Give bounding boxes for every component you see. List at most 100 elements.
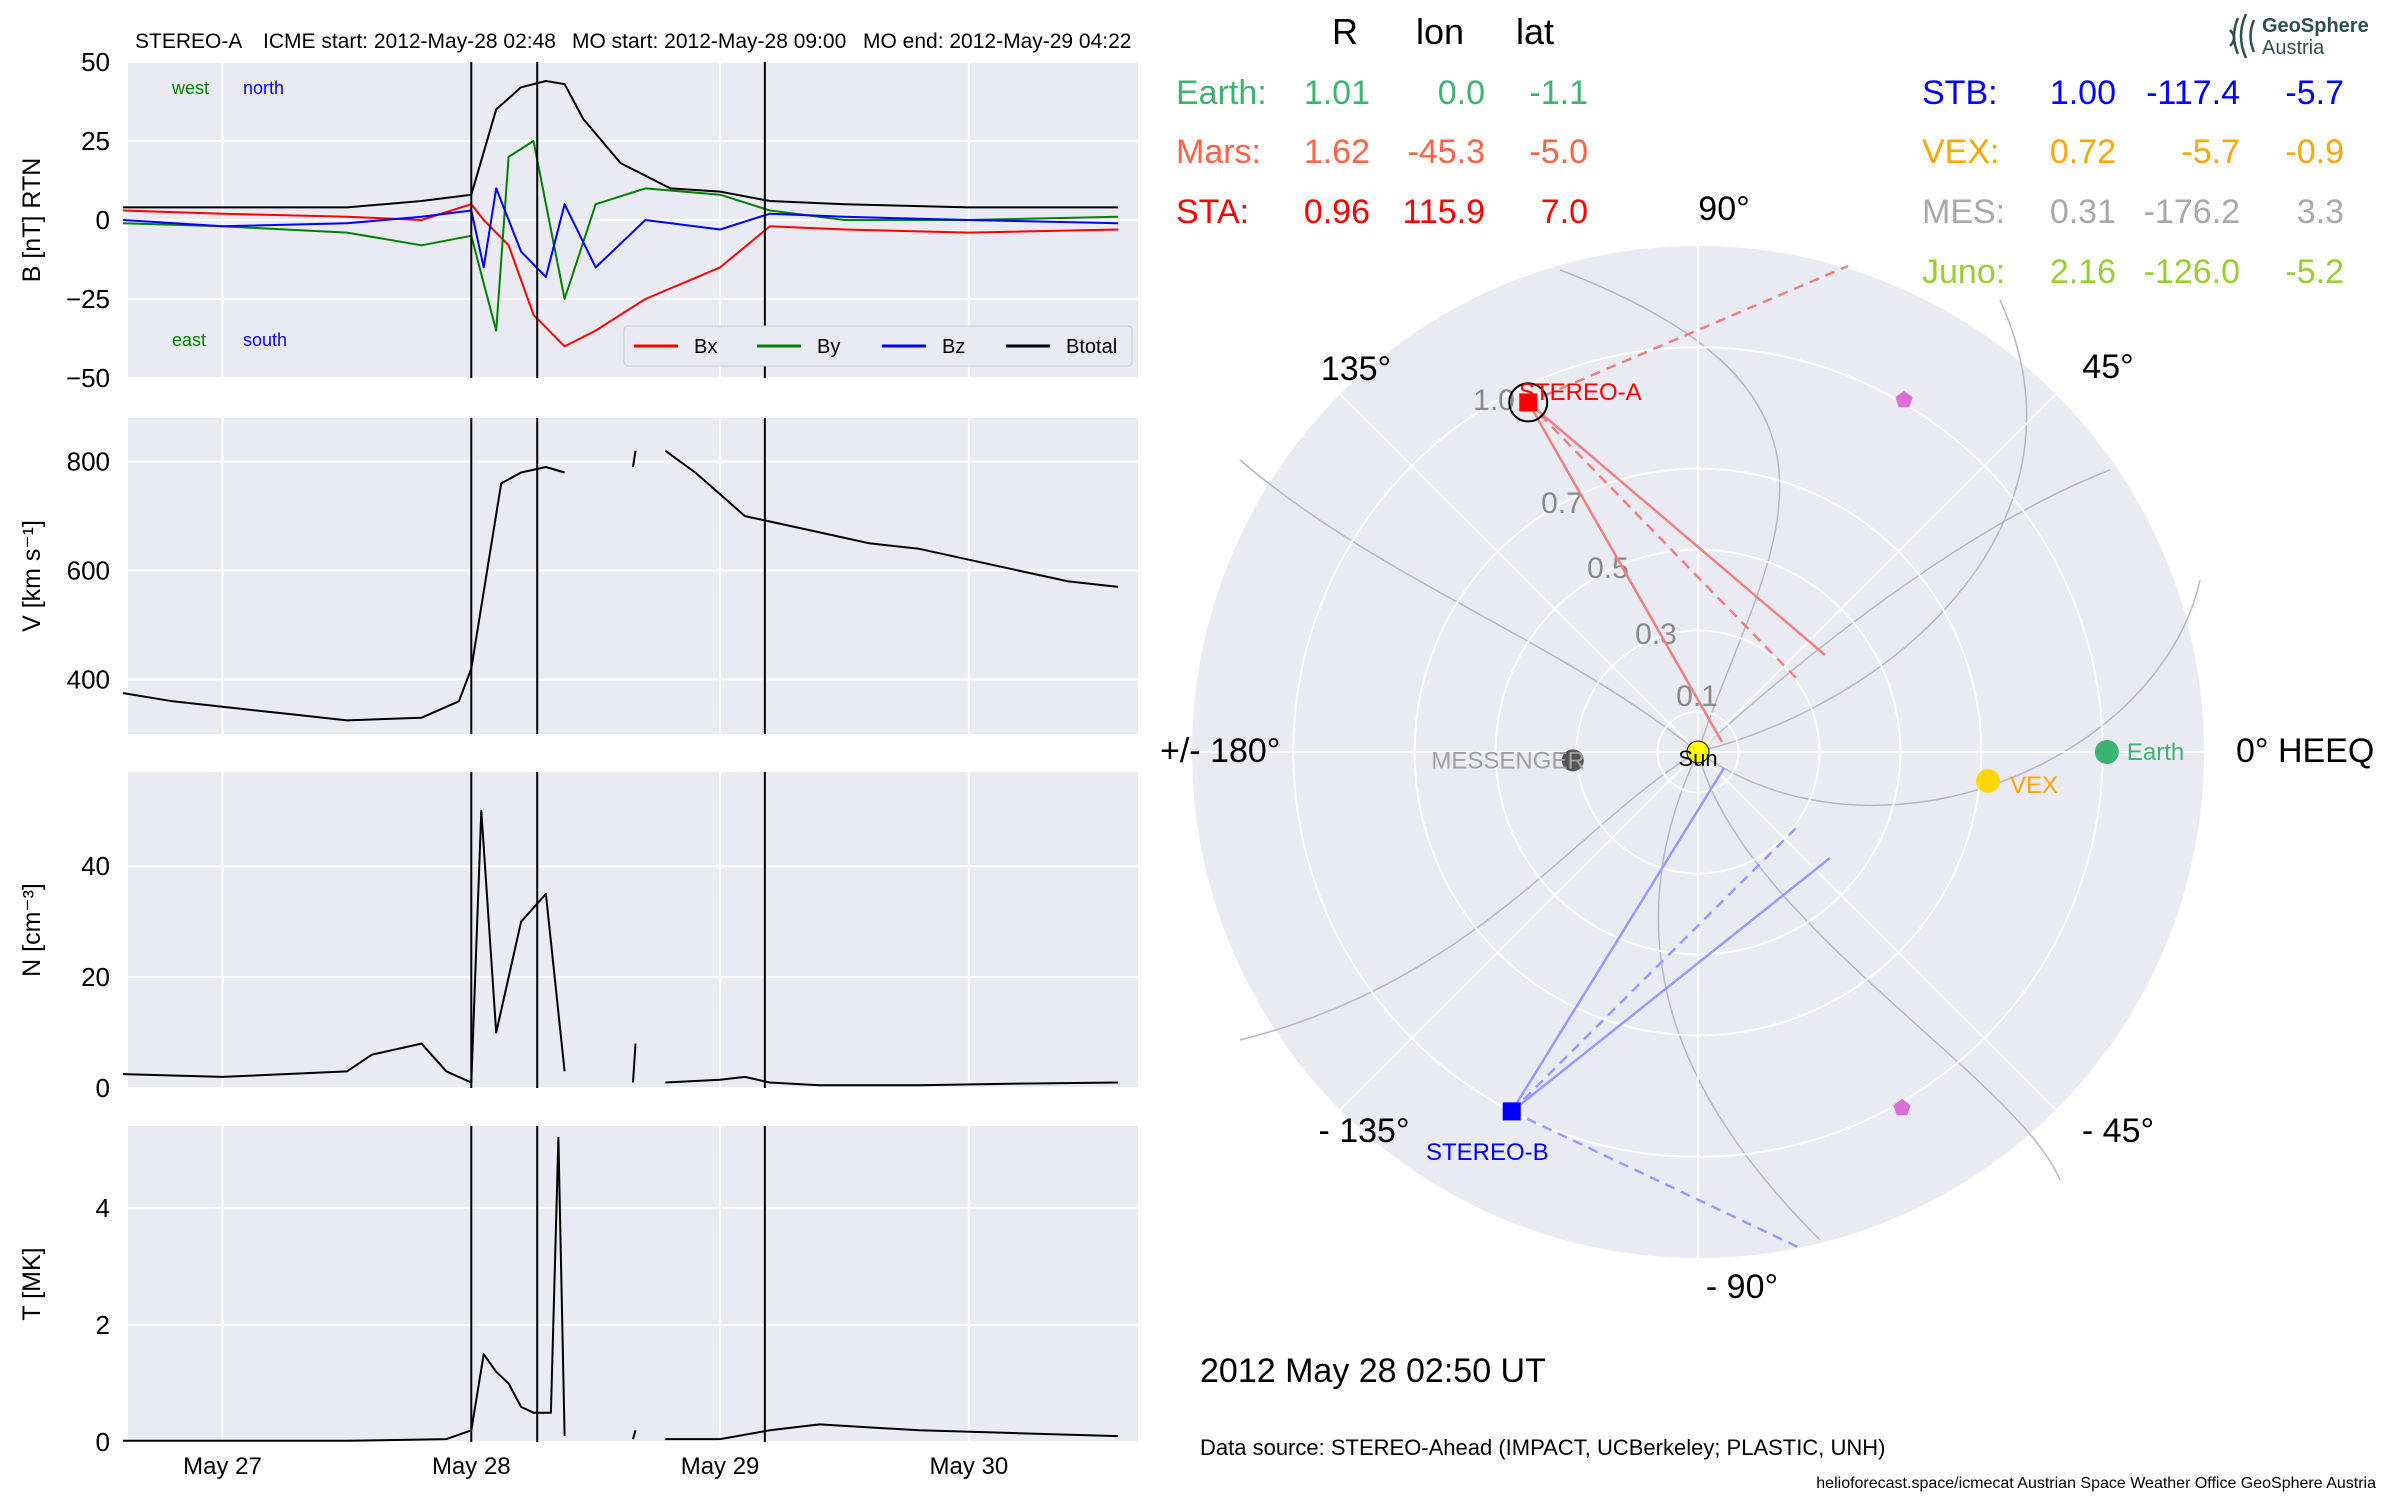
radial-tick-label: 0.3 (1635, 618, 1677, 651)
position-row: STB: 1.00 -117.4 -5.7 (1922, 74, 2344, 112)
lat-value: 3.3 (2297, 193, 2344, 231)
y-tick-label: −50 (66, 363, 110, 393)
object-name: STA: (1176, 193, 1249, 231)
y-tick-label: 40 (81, 851, 110, 881)
x-tick-label: May 27 (183, 1453, 262, 1480)
lon-value: 115.9 (1402, 193, 1485, 231)
geosphere-logo: GeoSphere Austria (2229, 13, 2369, 59)
west-label: west (171, 78, 209, 98)
lon-value: -176.2 (2144, 193, 2240, 231)
series-line-1 (122, 809, 566, 1084)
fov-line-dashed (1527, 401, 1799, 681)
object-name: Mars: (1176, 133, 1261, 171)
series-line-bz (122, 187, 1119, 278)
y-tick-label: 25 (81, 126, 110, 156)
series-line-1 (122, 466, 565, 722)
fov-line-dashed (1511, 1110, 1801, 1250)
stereo-b-label: STEREO-B (1426, 1139, 1549, 1166)
stereo-a-marker (1519, 393, 1538, 412)
fov-line (1527, 401, 1826, 656)
r-value: 1.00 (2050, 74, 2116, 112)
lon-value: -126.0 (2144, 253, 2240, 291)
position-row: Earth: 1.01 0.0 -1.1 (1176, 74, 1588, 112)
object-name: MES: (1922, 193, 2005, 231)
y-axis-label: B [nT] RTN (18, 158, 46, 283)
angle-label: 135° (1321, 350, 1391, 388)
table-header-lon: lon (1416, 11, 1464, 52)
lon-value: 0.0 (1438, 74, 1485, 112)
y-tick-label: 0 (96, 1427, 110, 1457)
object-name: STB: (1922, 74, 1998, 112)
icme-start-label: ICME start: 2012-May-28 02:48 (263, 30, 556, 53)
y-axis-label: T [MK] (18, 1247, 46, 1320)
legend: Bx By Bz Btotal (623, 325, 1133, 367)
lat-value: -1.1 (1529, 74, 1588, 112)
spacecraft-title: STEREO-A (135, 30, 242, 53)
lat-value: -5.0 (1529, 133, 1588, 171)
series-line-3 (665, 1423, 1119, 1441)
legend-label: By (817, 336, 840, 358)
y-axis-label: V [km s⁻¹] (18, 520, 46, 632)
table-header-lat: lat (1516, 11, 1554, 52)
east-label: east (172, 330, 206, 350)
stereo-a-fov (1527, 264, 1849, 743)
spiral-arc (1559, 269, 1781, 753)
lon-value: -5.7 (2181, 133, 2240, 171)
parker-spiral-lines (1239, 269, 2201, 1241)
messenger-marker (1561, 749, 1584, 772)
lon-value: -45.3 (1408, 133, 1486, 171)
sun-label: Sun (1678, 746, 1717, 771)
r-value: 0.96 (1304, 193, 1370, 231)
series-line-2 (632, 1430, 637, 1440)
time-series-panels: 50 25 0 −25 −50 B [nT] RTN west north east south B… (18, 47, 1138, 1480)
position-table: Earth: 1.01 0.0 -1.1 Mars: 1.62 -45.3 -5.0 STA: 0… (1176, 74, 2344, 291)
series-line-3 (664, 449, 1119, 588)
legend-box (623, 325, 1133, 367)
fov-line-dashed (1527, 264, 1849, 404)
fov-line (1527, 401, 1724, 743)
spiral-arc (1657, 751, 1821, 1241)
x-tick-label: May 29 (681, 1453, 760, 1480)
panel-2: 800 600 400 V [km s⁻¹] (18, 418, 1138, 734)
spiral-arc (1697, 751, 2061, 1181)
angular-gridline (1339, 393, 1699, 753)
polar-orbit-plot: 0.10.30.50.71.090°45°0° HEEQ- 45°- 90°- … (1160, 190, 2374, 1306)
timestamp: 2012 May 28 02:50 UT (1200, 1352, 1546, 1390)
panel-4: 4 2 0 T [MK] (18, 1126, 1138, 1457)
footer-credits: helioforecast.space/icmecat Austrian Spa… (1816, 1475, 2376, 1492)
panel-1: 50 25 0 −25 −50 B [nT] RTN west north east south B… (18, 47, 1138, 393)
radial-tick-label: 1.0 (1473, 384, 1515, 417)
spiral-arc (1239, 459, 1699, 753)
north-label: north (243, 78, 284, 98)
y-tick-label: −25 (66, 284, 110, 314)
stereo-a-ring (1508, 382, 1549, 423)
angle-label: +/- 180° (1160, 732, 1280, 770)
table-header-r: R (1332, 11, 1358, 52)
stereo-a-label: STEREO-A (1519, 379, 1642, 406)
vex-marker (1976, 768, 2001, 793)
panel-3: 40 20 0 N [cm⁻³] (18, 772, 1138, 1103)
y-axis-label: N [cm⁻³] (18, 883, 46, 977)
position-row: MES: 0.31 -176.2 3.3 (1922, 193, 2344, 231)
lat-value: 7.0 (1541, 193, 1588, 231)
mo-start-label: MO start: 2012-May-28 09:00 (572, 30, 846, 53)
series-line-btotal (123, 80, 1119, 209)
stereo-b-fov (1510, 767, 1831, 1250)
panel-background (128, 1126, 1138, 1442)
lon-value: -117.4 (2146, 74, 2240, 112)
stereo-b-marker (1502, 1102, 1521, 1121)
angle-label: - 135° (1318, 1112, 1409, 1150)
r-value: 0.72 (2050, 133, 2116, 171)
position-row: VEX: 0.72 -5.7 -0.9 (1922, 133, 2344, 171)
angle-label: 45° (2082, 348, 2133, 386)
south-label: south (243, 330, 287, 350)
angle-label: 0° HEEQ (2236, 732, 2374, 770)
position-row: Juno: 2.16 -126.0 -5.2 (1922, 253, 2344, 291)
x-tick-label: May 30 (929, 1453, 1008, 1480)
legend-label: Bz (942, 336, 965, 358)
y-tick-label: 2 (96, 1310, 110, 1340)
angle-label: - 90° (1706, 1268, 1778, 1306)
r-value: 1.01 (1304, 74, 1370, 112)
lat-value: -0.9 (2285, 133, 2344, 171)
legend-label: Bx (694, 336, 717, 358)
